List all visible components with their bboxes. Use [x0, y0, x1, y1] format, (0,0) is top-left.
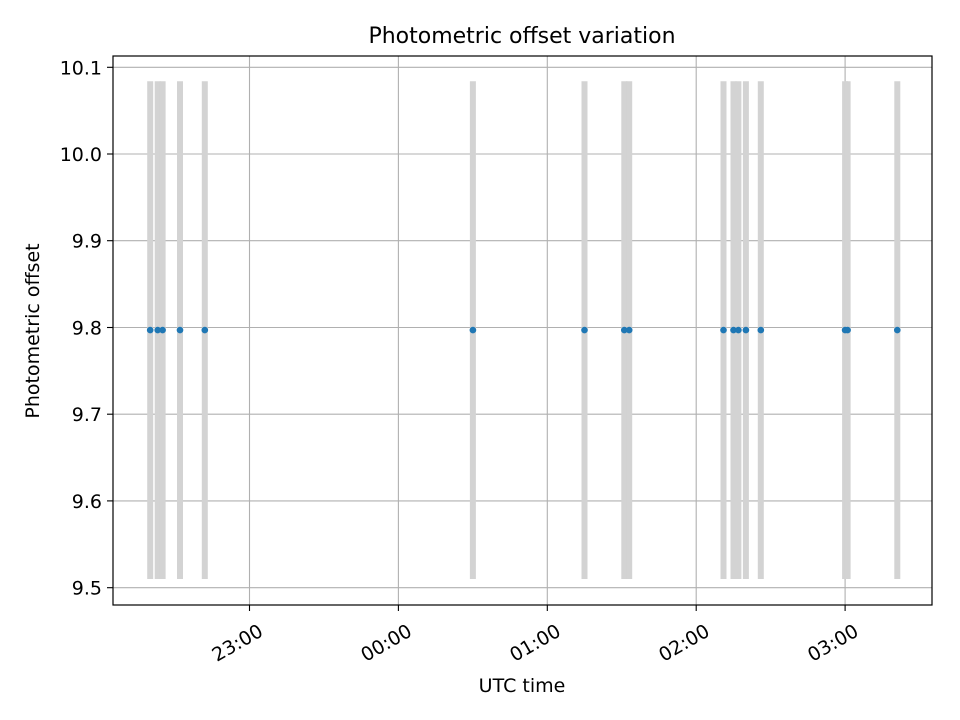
data-point — [735, 326, 742, 334]
data-point — [844, 326, 851, 334]
data-point — [201, 326, 209, 334]
y-tick-label: 9.7 — [72, 404, 102, 426]
y-axis-ticks: 9.5 9.6 9.7 9.8 9.9 10.0 10.1 — [60, 57, 113, 600]
y-tick-label: 9.6 — [72, 491, 102, 513]
data-point — [730, 326, 737, 334]
data-point — [894, 326, 901, 334]
x-axis-label: UTC time — [479, 675, 566, 697]
plot-frame — [112, 55, 933, 606]
data-point — [625, 326, 633, 334]
data-point — [720, 326, 727, 334]
data-point — [581, 326, 588, 334]
data-point — [159, 326, 166, 334]
y-tick-label: 9.9 — [72, 231, 102, 253]
y-axis-label: Photometric offset — [22, 243, 44, 418]
grid — [113, 56, 932, 605]
data-point — [146, 326, 154, 334]
data-point — [469, 326, 477, 334]
x-tick-label: 23:00 — [208, 620, 266, 666]
y-tick-label: 9.8 — [72, 318, 102, 340]
data-point — [742, 326, 750, 334]
chart-title: Photometric offset variation — [368, 24, 675, 49]
data-points — [146, 326, 901, 334]
x-axis-ticks: 23:00 00:00 01:00 02:00 03:00 — [208, 605, 862, 666]
y-tick-label: 10.0 — [60, 144, 102, 166]
data-point — [154, 326, 161, 334]
error-bars — [147, 81, 901, 579]
y-tick-label: 10.1 — [60, 57, 102, 79]
data-point — [176, 326, 184, 334]
x-tick-label: 00:00 — [357, 620, 415, 666]
data-point — [621, 326, 628, 334]
y-tick-label: 9.5 — [72, 578, 102, 600]
x-tick-label: 03:00 — [804, 620, 862, 666]
data-point — [757, 326, 765, 334]
x-tick-label: 02:00 — [655, 620, 713, 666]
x-tick-label: 01:00 — [506, 620, 564, 666]
